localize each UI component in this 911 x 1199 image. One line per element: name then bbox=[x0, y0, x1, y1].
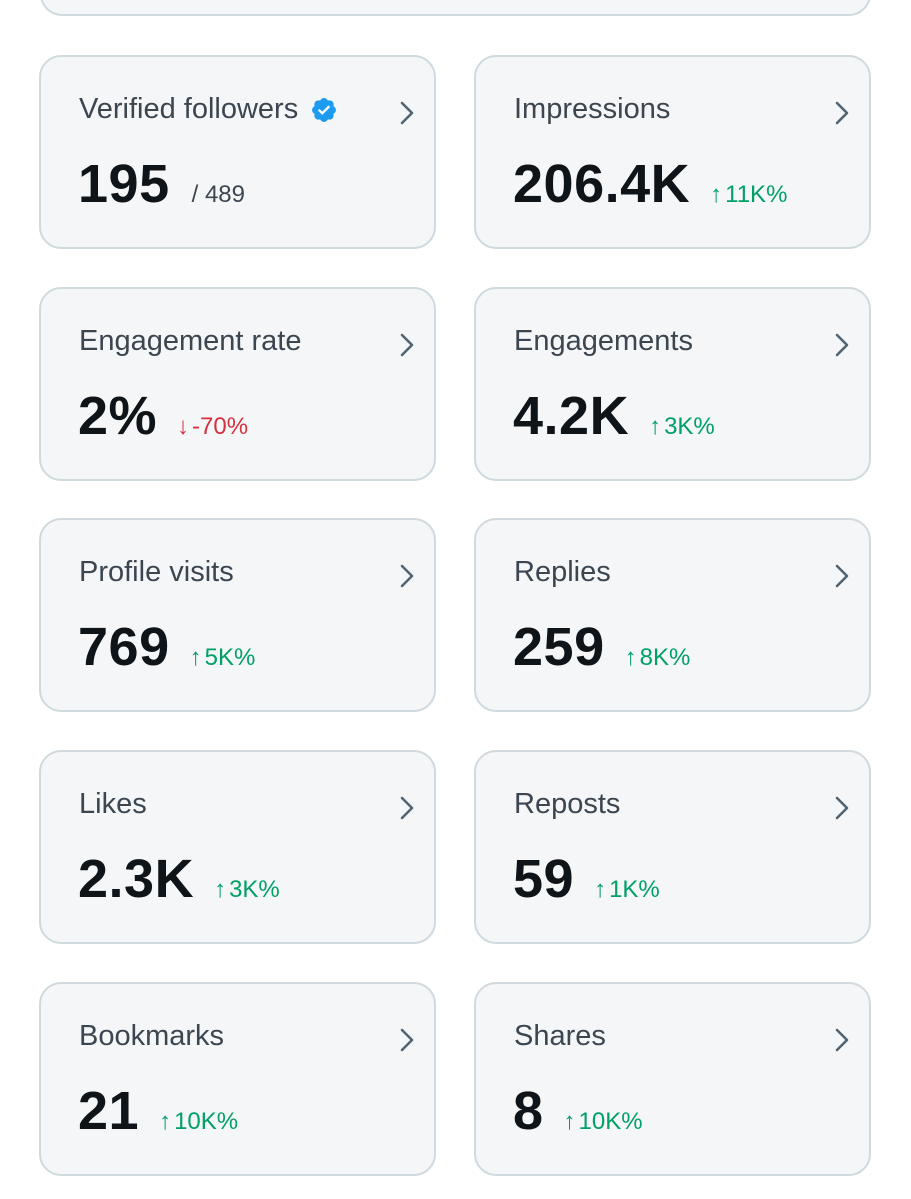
chevron-right-icon bbox=[400, 101, 414, 125]
change-indicator: ↑ 11K% bbox=[710, 181, 787, 209]
change-indicator: ↑ 10K% bbox=[564, 1108, 643, 1136]
change-indicator: ↑ 8K% bbox=[625, 644, 691, 672]
chevron-right-icon bbox=[835, 796, 849, 820]
change-indicator: ↑ 1K% bbox=[594, 876, 660, 904]
reposts-card[interactable]: Reposts 59 ↑ 1K% bbox=[474, 750, 871, 944]
value-row: 59 ↑ 1K% bbox=[513, 848, 660, 910]
card-title-text: Verified followers bbox=[79, 93, 299, 125]
arrow-up-icon: ↑ bbox=[710, 181, 723, 208]
metric-value: 259 bbox=[513, 617, 605, 677]
metric-total: / 489 bbox=[191, 181, 245, 208]
value-row: 4.2K ↑ 3K% bbox=[513, 385, 715, 447]
metric-value: 4.2K bbox=[513, 386, 630, 446]
metric-value: 2% bbox=[78, 386, 158, 446]
change-value: 3K% bbox=[664, 413, 715, 440]
card-title: Engagement rate bbox=[79, 325, 302, 357]
card-title: Reposts bbox=[514, 788, 621, 820]
verified-badge-icon bbox=[312, 97, 337, 122]
chevron-right-icon bbox=[835, 101, 849, 125]
chevron-right-icon bbox=[400, 1028, 414, 1052]
arrow-up-icon: ↑ bbox=[563, 1108, 576, 1135]
change-indicator: ↑ 10K% bbox=[159, 1108, 238, 1136]
verified-followers-card[interactable]: Verified followers 195 / 489 bbox=[39, 55, 436, 249]
change-value: 11K% bbox=[725, 181, 788, 208]
profile-visits-card[interactable]: Profile visits 769 ↑ 5K% bbox=[39, 518, 436, 712]
change-indicator: ↑ 3K% bbox=[649, 413, 715, 441]
change-value: 5K% bbox=[204, 644, 256, 671]
bookmarks-card[interactable]: Bookmarks 21 ↑ 10K% bbox=[39, 982, 436, 1176]
metric-value: 59 bbox=[513, 849, 575, 909]
engagements-card[interactable]: Engagements 4.2K ↑ 3K% bbox=[474, 287, 871, 481]
change-indicator: ↑ 5K% bbox=[190, 644, 256, 672]
arrow-up-icon: ↑ bbox=[214, 876, 227, 903]
overview-card-partial[interactable] bbox=[40, 0, 871, 16]
change-value: -70% bbox=[192, 413, 249, 440]
change-value: 1K% bbox=[609, 876, 660, 903]
metric-value: 21 bbox=[78, 1081, 140, 1141]
card-title: Verified followers bbox=[79, 93, 338, 126]
metric-value: 206.4K bbox=[513, 154, 691, 214]
card-title: Shares bbox=[514, 1020, 606, 1052]
value-row: 21 ↑ 10K% bbox=[78, 1080, 238, 1142]
value-row: 195 / 489 bbox=[78, 153, 245, 215]
likes-card[interactable]: Likes 2.3K ↑ 3K% bbox=[39, 750, 436, 944]
card-title: Replies bbox=[514, 556, 611, 588]
change-indicator: ↓ -70% bbox=[177, 413, 248, 441]
change-value: 3K% bbox=[229, 876, 280, 903]
value-row: 2% ↓ -70% bbox=[78, 385, 248, 447]
arrow-up-icon: ↑ bbox=[159, 1108, 172, 1135]
metric-value: 195 bbox=[78, 154, 170, 214]
card-title: Likes bbox=[79, 788, 147, 820]
arrow-up-icon: ↑ bbox=[649, 413, 662, 440]
chevron-right-icon bbox=[835, 1028, 849, 1052]
change-value: 10K% bbox=[174, 1108, 239, 1135]
value-row: 8 ↑ 10K% bbox=[513, 1080, 643, 1142]
chevron-right-icon bbox=[835, 333, 849, 357]
card-title: Engagements bbox=[514, 325, 693, 357]
metric-value: 769 bbox=[78, 617, 170, 677]
replies-card[interactable]: Replies 259 ↑ 8K% bbox=[474, 518, 871, 712]
arrow-down-icon: ↓ bbox=[177, 413, 190, 440]
change-value: 10K% bbox=[578, 1108, 643, 1135]
card-title: Bookmarks bbox=[79, 1020, 225, 1052]
metric-value: 8 bbox=[513, 1081, 544, 1141]
change-value: 8K% bbox=[639, 644, 691, 671]
value-row: 206.4K ↑ 11K% bbox=[513, 153, 787, 215]
engagement-rate-card[interactable]: Engagement rate 2% ↓ -70% bbox=[39, 287, 436, 481]
value-row: 259 ↑ 8K% bbox=[513, 616, 690, 678]
metric-value: 2.3K bbox=[78, 849, 195, 909]
change-indicator: ↑ 3K% bbox=[214, 876, 280, 904]
arrow-up-icon: ↑ bbox=[624, 644, 637, 671]
shares-card[interactable]: Shares 8 ↑ 10K% bbox=[474, 982, 871, 1176]
card-title: Profile visits bbox=[79, 556, 234, 588]
chevron-right-icon bbox=[400, 796, 414, 820]
chevron-right-icon bbox=[400, 564, 414, 588]
value-row: 769 ↑ 5K% bbox=[78, 616, 255, 678]
arrow-up-icon: ↑ bbox=[189, 644, 202, 671]
chevron-right-icon bbox=[835, 564, 849, 588]
value-row: 2.3K ↑ 3K% bbox=[78, 848, 280, 910]
chevron-right-icon bbox=[400, 333, 414, 357]
arrow-up-icon: ↑ bbox=[594, 876, 607, 903]
card-title: Impressions bbox=[514, 93, 671, 125]
impressions-card[interactable]: Impressions 206.4K ↑ 11K% bbox=[474, 55, 871, 249]
